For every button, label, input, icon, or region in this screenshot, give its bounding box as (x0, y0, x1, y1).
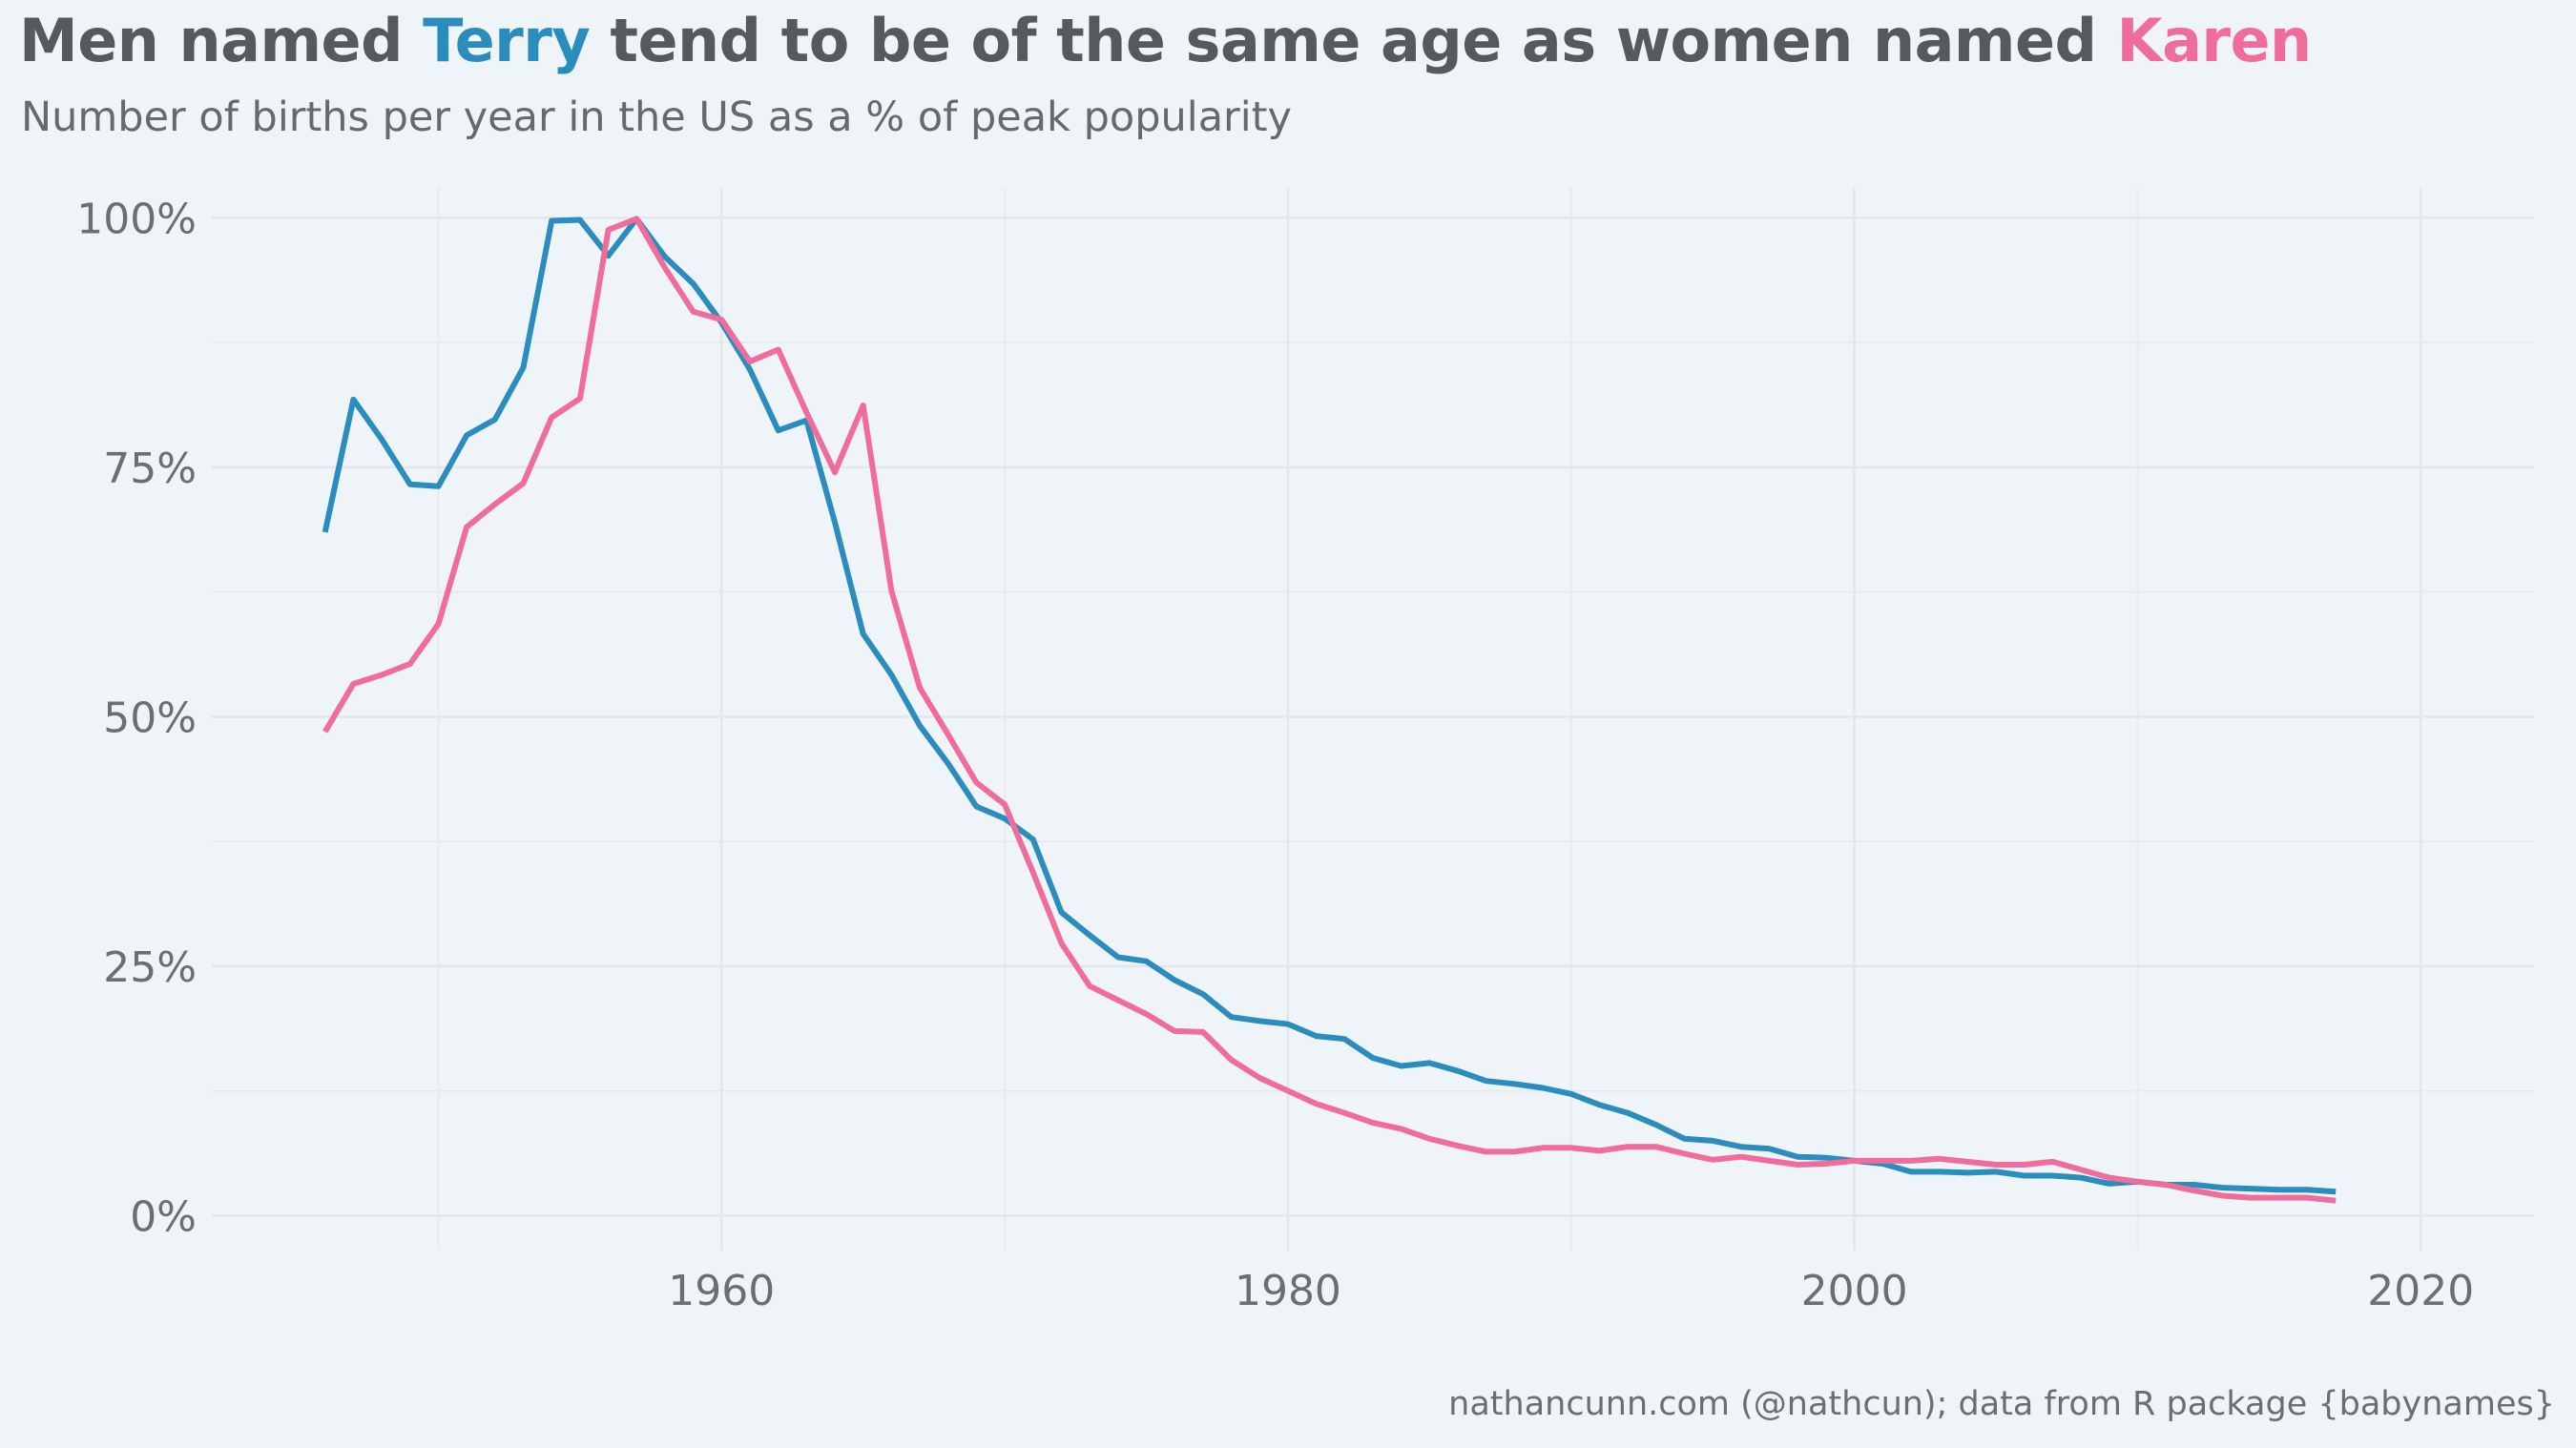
y-tick-label-0: 0% (130, 1192, 197, 1241)
chart-subtitle: Number of births per year in the US as a… (21, 93, 1292, 141)
series-line-karen (322, 216, 2337, 1204)
y-tick-label-25: 25% (103, 943, 197, 992)
grid-minor (212, 188, 2534, 1251)
series-layer (322, 216, 2337, 1204)
y-tick-label-100: 100% (76, 195, 197, 243)
x-tick-label-1960: 1960 (668, 1267, 775, 1315)
title-name-karen: Karen (2116, 6, 2313, 75)
grid-major (212, 188, 2534, 1251)
tick-labels: 1960 1980 2000 2020 0% 25% 50% 75% 100% (76, 195, 2474, 1315)
title-prefix: Men named (19, 6, 424, 75)
y-tick-label-50: 50% (103, 693, 197, 742)
series-line-terry (322, 216, 2337, 1195)
title-name-terry: Terry (423, 6, 591, 75)
title-middle: tend to be of the same age as women name… (590, 6, 2117, 75)
y-tick-label-75: 75% (103, 445, 197, 493)
x-tick-label-1980: 1980 (1235, 1267, 1341, 1315)
x-tick-label-2000: 2000 (1801, 1267, 1908, 1315)
chart-title: Men named Terry tend to be of the same a… (19, 6, 2312, 75)
x-tick-label-2020: 2020 (2367, 1267, 2474, 1315)
chart-caption: nathancunn.com (@nathcun); data from R p… (1448, 1385, 2555, 1423)
